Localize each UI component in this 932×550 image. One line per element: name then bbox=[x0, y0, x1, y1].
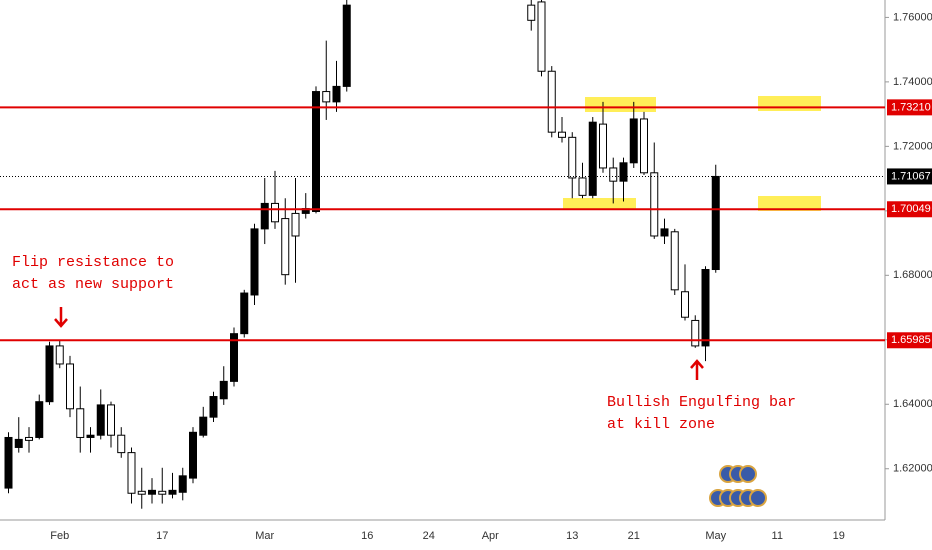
candle-body bbox=[86, 434, 95, 438]
candle-body bbox=[4, 436, 13, 489]
candle-body bbox=[588, 121, 597, 196]
candle-body bbox=[629, 118, 638, 164]
last-price-box bbox=[887, 168, 932, 185]
candle-body bbox=[178, 475, 187, 493]
y-tick-label: 1.62000 bbox=[893, 463, 932, 475]
candle-body bbox=[117, 434, 126, 454]
x-tick-label: Apr bbox=[482, 530, 499, 542]
candle-body bbox=[609, 167, 618, 182]
zone bbox=[758, 96, 821, 111]
x-tick-label: 16 bbox=[361, 530, 373, 542]
level-label-box bbox=[887, 99, 932, 116]
candle-body bbox=[640, 118, 648, 174]
candle-body bbox=[189, 431, 197, 479]
level-label-box bbox=[887, 332, 932, 349]
logo bbox=[749, 489, 767, 507]
annotation: Flip resistance to bbox=[12, 254, 174, 271]
candle-body bbox=[578, 177, 587, 196]
x-tick-label: 24 bbox=[423, 530, 435, 542]
zone bbox=[563, 198, 636, 210]
candle-body bbox=[14, 438, 23, 448]
candle-body bbox=[291, 212, 300, 237]
candle-body bbox=[240, 292, 249, 335]
x-tick-label: May bbox=[705, 530, 726, 542]
x-tick-label: 17 bbox=[156, 530, 168, 542]
annotation: act as new support bbox=[12, 276, 174, 293]
x-tick-label: 11 bbox=[772, 530, 783, 542]
candle-body bbox=[701, 269, 710, 347]
candle-body bbox=[271, 202, 279, 223]
candle-body bbox=[537, 1, 546, 72]
logos bbox=[709, 465, 767, 507]
x-tick-label: Feb bbox=[50, 530, 69, 542]
level-label: 1.65985 bbox=[891, 334, 931, 346]
y-tick-label: 1.74000 bbox=[893, 76, 932, 88]
annotation: at kill zone bbox=[607, 416, 715, 433]
candle-body bbox=[66, 363, 74, 410]
candle-body bbox=[96, 404, 105, 436]
logo bbox=[739, 465, 757, 483]
zone bbox=[758, 196, 821, 211]
y-tick-label: 1.72000 bbox=[893, 140, 932, 152]
candle-body bbox=[332, 85, 341, 103]
candle-body bbox=[45, 345, 54, 403]
candle-body bbox=[107, 404, 115, 436]
candle-body bbox=[230, 333, 238, 382]
candle-body bbox=[250, 228, 259, 296]
candle-body bbox=[527, 4, 536, 21]
candle-body bbox=[681, 291, 689, 318]
candle-body bbox=[199, 416, 208, 436]
candle-body bbox=[691, 319, 700, 347]
candle-body bbox=[35, 401, 44, 438]
level-label: 1.73210 bbox=[891, 101, 931, 113]
x-tick-label: 19 bbox=[833, 530, 845, 542]
candle-body bbox=[558, 131, 566, 138]
candle-body bbox=[619, 162, 628, 182]
candle-body bbox=[342, 4, 351, 87]
zone bbox=[585, 97, 656, 112]
candle-body bbox=[260, 202, 269, 230]
candle-body bbox=[209, 396, 218, 418]
level-label: 1.70049 bbox=[891, 203, 931, 215]
candle-body bbox=[55, 345, 64, 365]
arrow-up bbox=[690, 359, 704, 380]
candle-body bbox=[127, 452, 136, 494]
candle-body bbox=[599, 123, 607, 169]
x-tick-label: Mar bbox=[255, 530, 274, 542]
candle-body bbox=[660, 228, 669, 237]
y-tick-label: 1.68000 bbox=[893, 269, 932, 281]
candle-body bbox=[168, 489, 177, 495]
candle-body bbox=[148, 489, 156, 495]
candle-body bbox=[322, 91, 331, 103]
last-price-label: 1.71067 bbox=[891, 170, 931, 182]
candle-body bbox=[568, 136, 577, 179]
candle-body bbox=[158, 490, 167, 495]
candle-body bbox=[670, 231, 679, 291]
candle-body bbox=[312, 91, 320, 212]
candle-body bbox=[137, 490, 146, 495]
x-tick-label: 13 bbox=[566, 530, 578, 542]
arrow-down bbox=[54, 307, 68, 328]
annotation: Bullish Engulfing bar bbox=[607, 394, 796, 411]
candle-body bbox=[547, 70, 556, 133]
candle-body bbox=[650, 172, 659, 237]
candle-body bbox=[76, 408, 85, 438]
x-tick-label: 21 bbox=[628, 530, 640, 542]
y-tick-label: 1.76000 bbox=[893, 11, 932, 23]
y-tick-label: 1.64000 bbox=[893, 398, 932, 410]
candle-body bbox=[711, 175, 720, 271]
candle-body bbox=[281, 218, 290, 276]
candle-body bbox=[219, 380, 228, 400]
level-label-box bbox=[887, 201, 932, 218]
candle-body bbox=[25, 436, 33, 441]
